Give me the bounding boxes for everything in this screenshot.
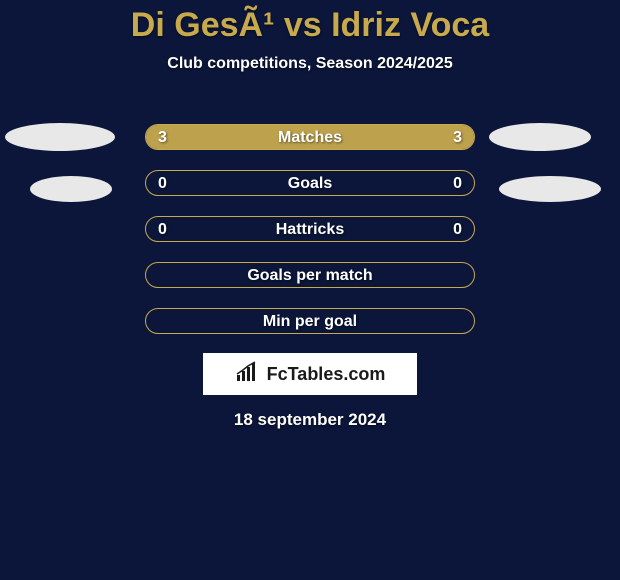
stat-row: Goals per match — [145, 262, 475, 288]
decorative-ellipse — [5, 123, 115, 151]
brand-box: FcTables.com — [202, 352, 418, 396]
page-subtitle: Club competitions, Season 2024/2025 — [0, 55, 620, 73]
decorative-ellipse — [489, 123, 591, 151]
decorative-ellipse — [499, 176, 601, 202]
stat-value-right: 0 — [453, 217, 462, 242]
stat-label: Min per goal — [146, 309, 474, 334]
stat-row: Matches3 3 — [145, 124, 475, 150]
stat-label: Hattricks — [146, 217, 474, 242]
stat-row: Min per goal — [145, 308, 475, 334]
date-line: 18 september 2024 — [0, 410, 620, 430]
decorative-ellipse — [30, 176, 112, 202]
stat-value-left: 0 — [158, 217, 167, 242]
stat-row: Hattricks0 0 — [145, 216, 475, 242]
stats-panel: Matches33Goals00Hattricks00Goals per mat… — [145, 124, 475, 354]
comparison-infographic: Di GesÃ¹ vs Idriz Voca Club competitions… — [0, 0, 620, 580]
brand-chart-icon — [235, 361, 261, 388]
stat-value-right: 0 — [453, 171, 462, 196]
stat-value-left: 0 — [158, 171, 167, 196]
stat-label: Goals — [146, 171, 474, 196]
page-title: Di GesÃ¹ vs Idriz Voca — [0, 0, 620, 45]
stat-label: Goals per match — [146, 263, 474, 288]
stat-row: Goals0 0 — [145, 170, 475, 196]
brand-text: FcTables.com — [267, 364, 386, 385]
stat-value-right: 3 — [453, 125, 462, 150]
stat-value-left: 3 — [158, 125, 167, 150]
stat-label: Matches — [146, 125, 474, 150]
